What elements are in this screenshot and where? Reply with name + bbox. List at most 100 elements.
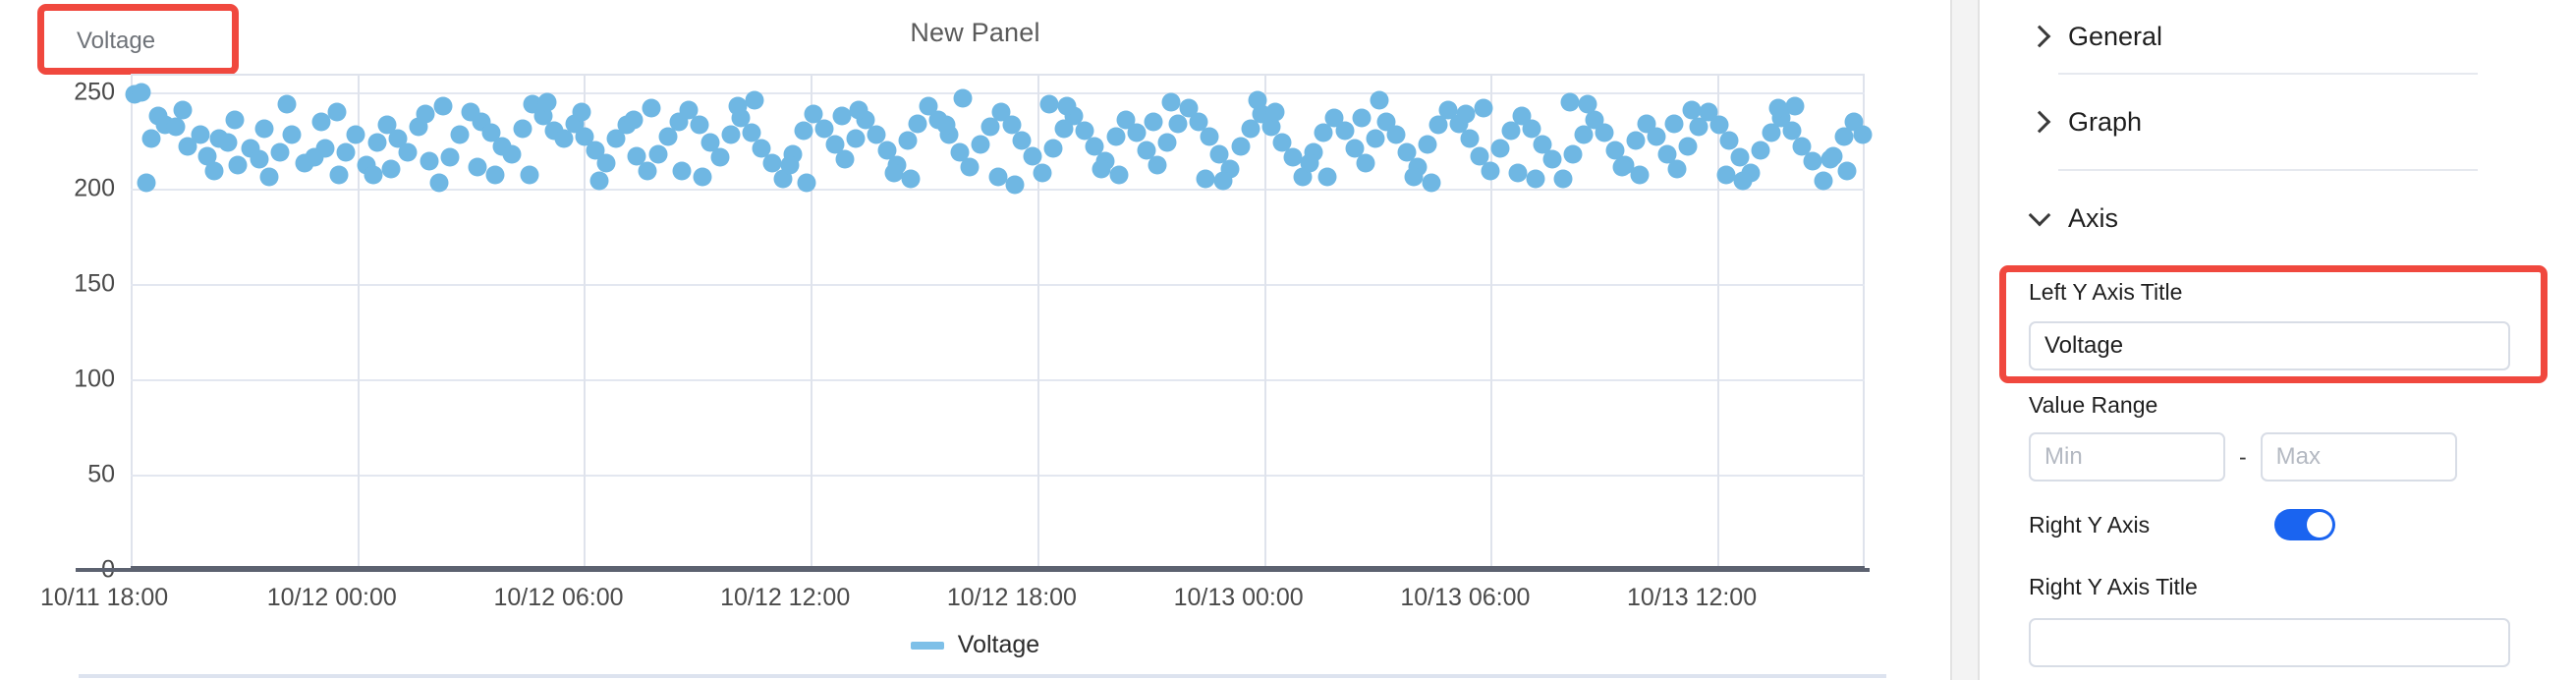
sidebar-section-graph-label: Graph (2068, 106, 2143, 137)
data-point (1161, 92, 1181, 112)
data-point (1272, 133, 1292, 152)
data-point (141, 129, 161, 148)
data-point (849, 100, 868, 120)
section-divider-2 (2058, 169, 2478, 171)
data-point (1418, 135, 1437, 154)
right-y-axis-title-input[interactable] (2029, 618, 2510, 667)
data-point (420, 151, 439, 171)
data-point (1012, 131, 1032, 150)
data-point (1137, 141, 1156, 160)
data-point (596, 153, 616, 173)
data-point (315, 139, 335, 158)
data-point (1834, 127, 1854, 146)
x-axis-tick-label: 10/13 00:00 (1173, 584, 1304, 611)
data-point (520, 165, 539, 185)
scatter-plot-area[interactable]: 0 50 100 150 200 250 10/11 18:00 10/12 00:00 10… (40, 74, 1873, 611)
data-point (867, 125, 886, 144)
value-range-field-group: Value Range - (1980, 370, 2576, 482)
data-point (1335, 121, 1354, 141)
sidebar-section-general[interactable]: General (1980, 0, 2576, 73)
data-point (1033, 163, 1052, 183)
data-point (1231, 137, 1251, 156)
data-point (1560, 92, 1580, 112)
data-point (752, 139, 771, 158)
value-range-min-input[interactable] (2029, 432, 2225, 482)
data-point (329, 165, 349, 185)
data-point (270, 142, 290, 162)
value-range-max-input[interactable] (2260, 432, 2457, 482)
left-y-axis-title-field-group: Left Y Axis Title (1980, 265, 2576, 383)
data-point (1501, 121, 1521, 141)
data-point (178, 137, 197, 156)
data-point (794, 121, 813, 141)
data-point (1314, 123, 1333, 142)
data-point (327, 102, 347, 122)
right-y-axis-toggle[interactable] (2274, 509, 2335, 540)
data-point (1657, 144, 1677, 164)
plot-frame (131, 74, 1865, 570)
right-y-axis-title-field-group: Right Y Axis Title (1980, 540, 2576, 667)
data-point (960, 157, 980, 177)
data-point (971, 135, 990, 154)
data-point (197, 146, 217, 166)
sidebar-section-axis-label: Axis (2068, 202, 2119, 233)
data-point (690, 115, 709, 135)
data-point (1853, 125, 1873, 144)
data-point (1317, 167, 1337, 187)
data-point (679, 100, 699, 120)
data-point (1404, 167, 1424, 187)
sidebar-section-axis[interactable]: Axis (1980, 171, 2576, 265)
data-point (1248, 90, 1267, 110)
data-point (1039, 94, 1059, 114)
data-point (132, 83, 151, 102)
data-point (648, 144, 668, 164)
y-axis-tick-label: 250 (74, 78, 115, 106)
data-point (1508, 163, 1528, 183)
y-axis-tick-label: 50 (87, 460, 115, 488)
data-point (1356, 153, 1375, 173)
data-point (1023, 146, 1042, 166)
data-point (204, 161, 224, 181)
data-point (1386, 125, 1406, 144)
grid-line (131, 283, 1865, 286)
options-sidebar: General Graph Axis Left Y Axis Title Val… (1980, 0, 2576, 680)
data-point (1144, 112, 1163, 132)
data-point (1057, 96, 1077, 116)
grid-line (131, 188, 1865, 191)
vertical-grid-line (584, 74, 587, 570)
data-point (884, 163, 904, 183)
data-point (440, 147, 460, 167)
data-point (381, 159, 401, 179)
data-point (988, 167, 1007, 187)
data-point (554, 129, 574, 148)
left-y-axis-title-text: Voltage (77, 28, 156, 54)
data-point (1768, 98, 1788, 118)
y-axis-tick-label: 150 (74, 269, 115, 298)
data-point (1189, 112, 1208, 132)
panel-resize-gutter[interactable] (1950, 0, 1980, 680)
data-point (1803, 151, 1822, 171)
data-point (950, 142, 970, 162)
data-point (398, 142, 418, 162)
data-point (1716, 165, 1736, 185)
data-point (367, 133, 387, 152)
data-point (1578, 94, 1597, 114)
left-y-axis-title-label: Left Y Axis Title (2029, 279, 2183, 305)
data-point (804, 104, 823, 124)
data-point (228, 155, 248, 175)
chevron-down-icon (2029, 207, 2050, 229)
grid-line (131, 378, 1865, 381)
data-point (1428, 115, 1448, 135)
chart-legend[interactable]: Voltage (0, 631, 1950, 659)
data-point (627, 146, 646, 166)
left-y-axis-title-input[interactable] (2029, 321, 2510, 370)
data-point (468, 157, 487, 177)
data-point (1762, 123, 1781, 142)
data-point (1563, 144, 1583, 164)
data-point (1168, 114, 1188, 133)
sidebar-section-graph[interactable]: Graph (1980, 75, 2576, 169)
data-point (589, 171, 609, 191)
data-point (364, 165, 383, 185)
data-point (901, 169, 921, 189)
data-point (1542, 149, 1562, 169)
